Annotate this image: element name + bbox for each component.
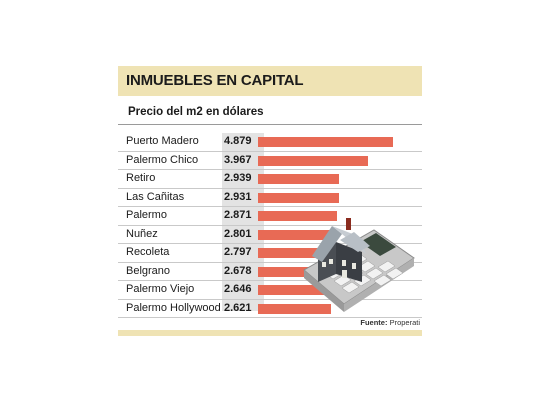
bar bbox=[258, 192, 339, 203]
value-column-background bbox=[222, 133, 264, 311]
bar-row: Recoleta 2.797 bbox=[118, 244, 422, 263]
value-label: 2.939 bbox=[224, 172, 252, 184]
bar-row: Belgrano 2.678 bbox=[118, 263, 422, 281]
bar-row: Retiro 2.939 bbox=[118, 170, 422, 189]
bar bbox=[258, 303, 331, 314]
category-label: Las Cañitas bbox=[126, 190, 185, 203]
value-label: 2.646 bbox=[224, 283, 252, 295]
source-note: Fuente: Properati bbox=[360, 318, 420, 327]
category-label: Puerto Madero bbox=[126, 135, 199, 147]
value-label: 3.967 bbox=[224, 153, 252, 166]
chart-title: INMUEBLES EN CAPITAL bbox=[126, 72, 304, 89]
divider bbox=[118, 124, 422, 125]
value-label: 4.879 bbox=[224, 135, 252, 147]
chart-subtitle: Precio del m2 en dólares bbox=[128, 106, 264, 118]
bar bbox=[258, 211, 337, 221]
house-calculator-illustration bbox=[303, 218, 415, 312]
bar-row: Palermo Viejo 2.646 bbox=[118, 281, 422, 300]
bar bbox=[258, 248, 335, 258]
bar-row: Palermo 2.871 bbox=[118, 207, 422, 226]
bar-row: Palermo Chico 3.967 bbox=[118, 152, 422, 170]
category-label: Palermo Viejo bbox=[126, 283, 195, 295]
bar-row: Palermo Hollywood 2.621 bbox=[118, 300, 422, 318]
category-label: Palermo bbox=[126, 209, 167, 221]
value-label: 2.797 bbox=[224, 246, 252, 258]
bar bbox=[258, 229, 336, 240]
category-label: Palermo Hollywood bbox=[126, 301, 221, 314]
bar bbox=[258, 155, 368, 166]
value-label: 2.678 bbox=[224, 264, 252, 277]
category-label: Retiro bbox=[126, 172, 156, 184]
value-label: 2.931 bbox=[224, 190, 252, 203]
bar-row: Nuñez 2.801 bbox=[118, 226, 422, 244]
category-label: Palermo Chico bbox=[126, 153, 199, 166]
category-label: Nuñez bbox=[126, 227, 158, 240]
title-band: INMUEBLES EN CAPITAL bbox=[118, 66, 422, 96]
value-label: 2.871 bbox=[224, 209, 252, 221]
bar bbox=[258, 137, 393, 147]
category-label: Belgrano bbox=[126, 264, 171, 277]
bar bbox=[258, 285, 331, 295]
source-label: Fuente: bbox=[360, 318, 388, 327]
bar bbox=[258, 174, 339, 184]
source-name: Properati bbox=[389, 318, 420, 327]
value-label: 2.801 bbox=[224, 227, 252, 240]
infographic: INMUEBLES EN CAPITAL Precio del m2 en dó… bbox=[118, 66, 422, 336]
bar-row: Puerto Madero 4.879 bbox=[118, 133, 422, 152]
bottom-band bbox=[118, 330, 422, 336]
bar-rows: Puerto Madero 4.879 Palermo Chico 3.967 Reti… bbox=[118, 133, 422, 318]
value-label: 2.621 bbox=[224, 301, 252, 314]
category-label: Recoleta bbox=[126, 246, 170, 258]
bar bbox=[258, 266, 332, 277]
bar-row: Las Cañitas 2.931 bbox=[118, 189, 422, 207]
